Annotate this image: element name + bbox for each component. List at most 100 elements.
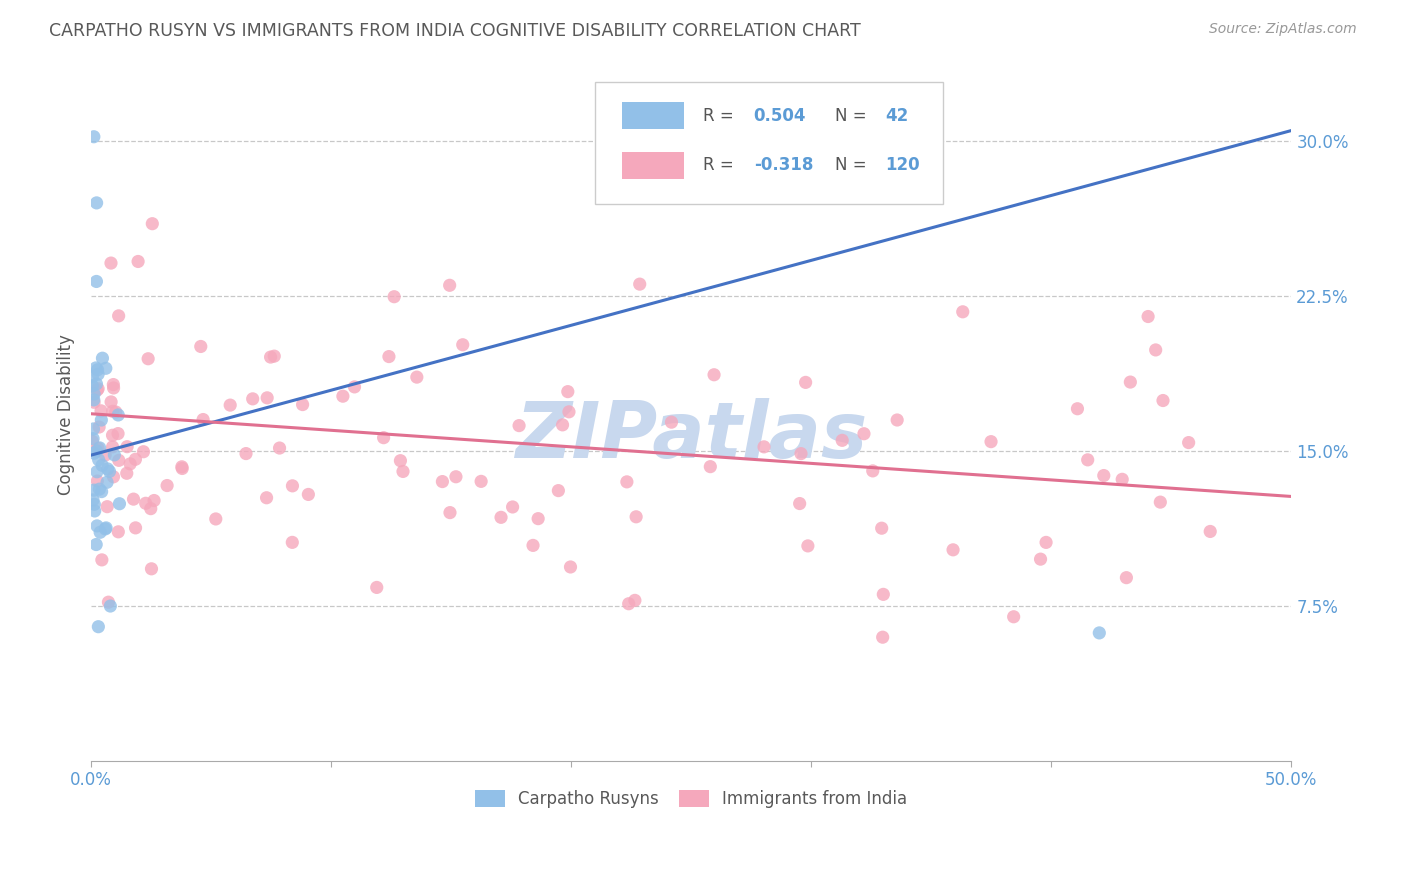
Point	[91, 458, 114, 473]
Point	[281, 535, 304, 549]
Point	[382, 290, 405, 304]
Point	[82, 434, 104, 449]
Point	[451, 338, 474, 352]
Point	[96, 475, 118, 490]
Point	[703, 368, 725, 382]
Point	[373, 431, 395, 445]
Point	[1088, 626, 1111, 640]
Text: 120: 120	[886, 156, 921, 175]
Point	[103, 377, 125, 392]
Text: 0.504: 0.504	[754, 107, 806, 125]
Point	[103, 470, 125, 484]
Point	[797, 539, 820, 553]
Point	[439, 506, 461, 520]
Point	[104, 405, 127, 419]
Point	[139, 501, 162, 516]
Point	[91, 351, 114, 366]
Text: CARPATHO RUSYN VS IMMIGRANTS FROM INDIA COGNITIVE DISABILITY CORRELATION CHART: CARPATHO RUSYN VS IMMIGRANTS FROM INDIA …	[49, 22, 860, 40]
Point	[97, 462, 120, 476]
Point	[560, 560, 582, 574]
Point	[1199, 524, 1222, 539]
Point	[502, 500, 524, 514]
Point	[291, 398, 314, 412]
Point	[624, 593, 647, 607]
Point	[242, 392, 264, 406]
Y-axis label: Cognitive Disability: Cognitive Disability	[58, 334, 75, 495]
Point	[83, 392, 105, 407]
Point	[94, 448, 117, 462]
Point	[83, 446, 105, 460]
Point	[108, 453, 131, 467]
Point	[172, 461, 194, 475]
Point	[132, 444, 155, 458]
Point	[89, 441, 111, 455]
Point	[82, 422, 104, 436]
Point	[204, 512, 226, 526]
Point	[752, 440, 775, 454]
Point	[789, 497, 811, 511]
Point	[1111, 472, 1133, 486]
Point	[141, 217, 163, 231]
Point	[794, 376, 817, 390]
Point	[101, 404, 124, 418]
Point	[94, 521, 117, 535]
Point	[366, 581, 388, 595]
Point	[628, 277, 651, 292]
Point	[852, 426, 875, 441]
Point	[84, 537, 107, 551]
Point	[1077, 453, 1099, 467]
Point	[432, 475, 454, 489]
Point	[439, 278, 461, 293]
Point	[82, 369, 104, 384]
Point	[86, 444, 108, 458]
Point	[86, 474, 108, 488]
Point	[1115, 571, 1137, 585]
Text: N =: N =	[835, 107, 872, 125]
Point	[980, 434, 1002, 449]
Point	[98, 465, 121, 479]
Point	[90, 484, 112, 499]
FancyBboxPatch shape	[595, 82, 943, 203]
Point	[107, 309, 129, 323]
Point	[1035, 535, 1057, 549]
Point	[127, 254, 149, 268]
Text: N =: N =	[835, 156, 872, 175]
Point	[1149, 495, 1171, 509]
Point	[82, 492, 104, 507]
Point	[84, 361, 107, 376]
Point	[90, 413, 112, 427]
Point	[872, 587, 894, 601]
Point	[86, 465, 108, 479]
Point	[952, 305, 974, 319]
Point	[470, 475, 492, 489]
Point	[82, 432, 104, 446]
Point	[263, 349, 285, 363]
Point	[87, 452, 110, 467]
Point	[108, 497, 131, 511]
Point	[135, 496, 157, 510]
Point	[1177, 435, 1199, 450]
Point	[86, 363, 108, 377]
Point	[522, 538, 544, 552]
Point	[103, 448, 125, 462]
Point	[616, 475, 638, 489]
Point	[1029, 552, 1052, 566]
Point	[508, 418, 530, 433]
Point	[190, 339, 212, 353]
Point	[332, 389, 354, 403]
Point	[617, 597, 640, 611]
Point	[124, 452, 146, 467]
Point	[259, 350, 281, 364]
Point	[1092, 468, 1115, 483]
FancyBboxPatch shape	[621, 152, 685, 179]
Point	[90, 404, 112, 418]
Point	[489, 510, 512, 524]
Point	[297, 487, 319, 501]
Point	[87, 382, 110, 396]
Point	[1137, 310, 1160, 324]
Point	[551, 417, 574, 432]
Point	[405, 370, 427, 384]
Point	[143, 493, 166, 508]
Point	[83, 504, 105, 518]
Point	[343, 380, 366, 394]
